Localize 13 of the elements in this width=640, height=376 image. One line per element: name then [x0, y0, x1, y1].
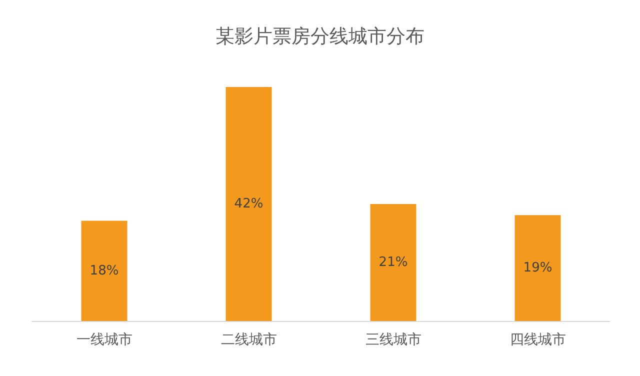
data-label: 21% — [378, 255, 408, 270]
x-tick-label: 三线城市 — [365, 332, 422, 348]
x-tick-label: 二线城市 — [220, 332, 277, 348]
bar — [226, 87, 272, 321]
data-label: 42% — [234, 196, 264, 212]
bar — [370, 204, 416, 321]
x-tick-label: 四线城市 — [510, 332, 566, 348]
data-label: 18% — [90, 263, 119, 278]
data-label: 19% — [523, 260, 552, 276]
chart-title: 某影片票房分线城市分布 — [216, 26, 424, 48]
x-tick-label: 一线城市 — [76, 332, 132, 348]
bar — [514, 215, 561, 321]
bar — [81, 220, 128, 321]
